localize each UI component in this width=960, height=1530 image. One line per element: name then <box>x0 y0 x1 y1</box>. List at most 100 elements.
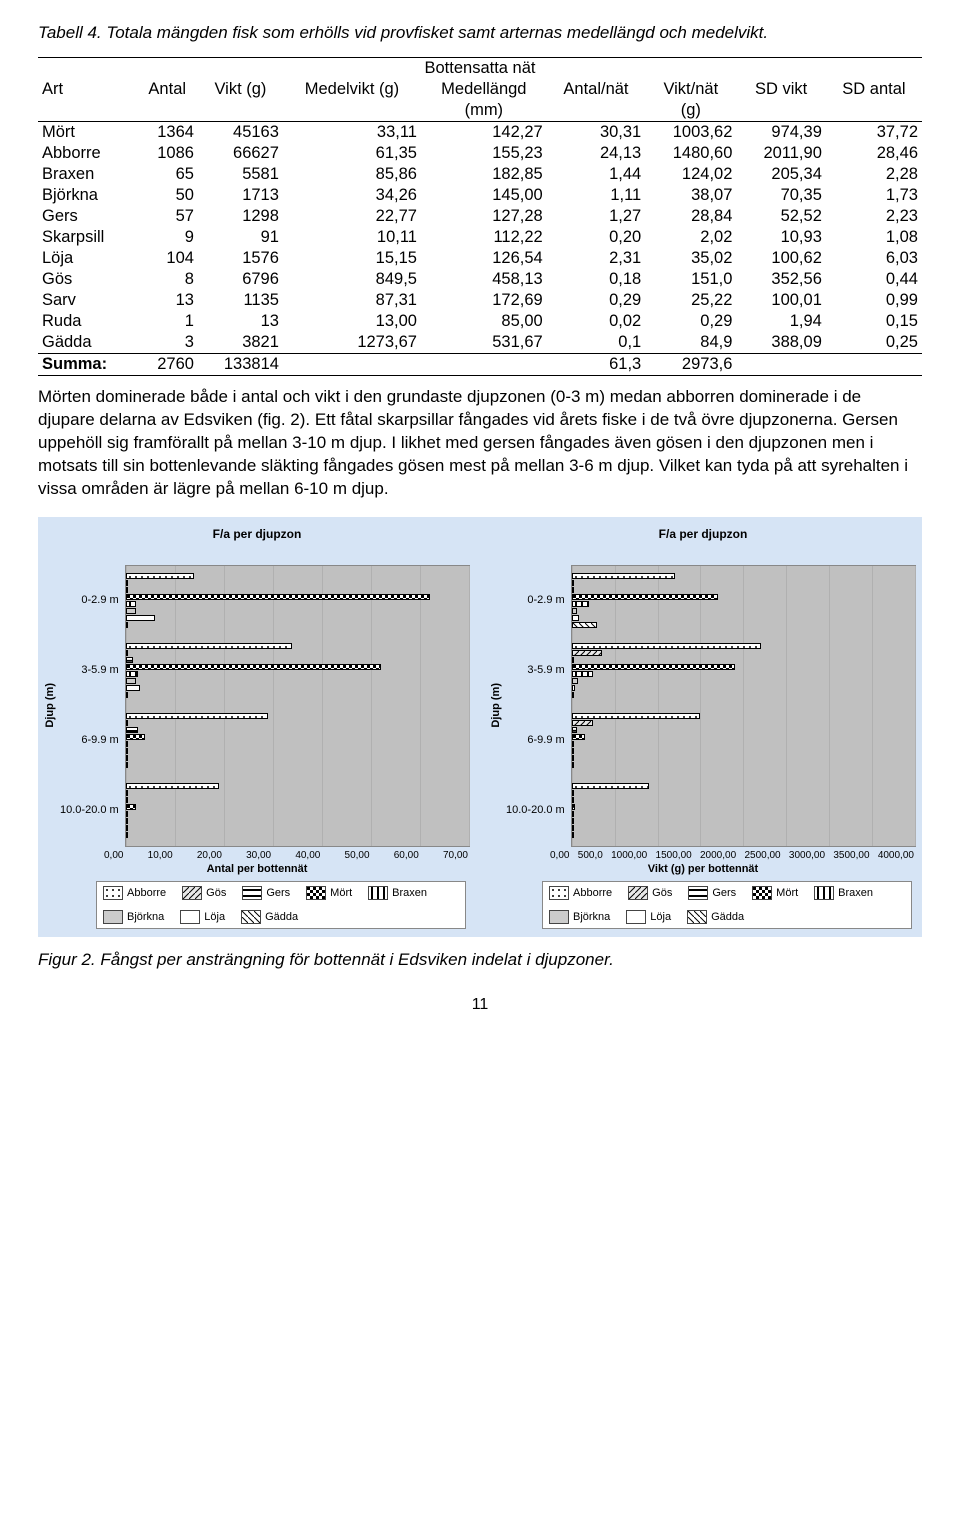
bar-gädda <box>126 832 128 838</box>
legend-label: Gers <box>712 887 736 899</box>
table-row: Gädda338211273,67531,670,184,9388,090,25 <box>38 332 922 354</box>
col-header: SD vikt <box>736 79 825 100</box>
col-header: Antal/nät <box>547 79 646 100</box>
table-cell: 151,0 <box>645 269 736 290</box>
x-tick: 60,00 <box>394 850 419 861</box>
table-cell: 25,22 <box>645 290 736 311</box>
table-cell: 6796 <box>198 269 283 290</box>
table-row: Gers57129822,77127,281,2728,8452,522,23 <box>38 206 922 227</box>
legend-label: Gös <box>206 887 226 899</box>
bar-löja <box>126 755 128 761</box>
chart-left: F/a per djupzonDjup (m)0-2.9 m3-5.9 m6-9… <box>38 517 476 937</box>
bar-gers <box>572 727 577 733</box>
zone-label: 6-9.9 m <box>60 705 119 775</box>
table-cell: 100,01 <box>736 290 825 311</box>
sum-cell: 2760 <box>137 353 198 375</box>
table-cell: 1003,62 <box>645 121 736 143</box>
bar-mört <box>572 804 575 810</box>
charts-container: F/a per djupzonDjup (m)0-2.9 m3-5.9 m6-9… <box>38 517 922 937</box>
bar-braxen <box>572 811 574 817</box>
zone-label: 3-5.9 m <box>60 635 119 705</box>
bar-björkna <box>572 748 574 754</box>
legend-label: Gädda <box>711 911 744 923</box>
col-header: SD antal <box>826 79 922 100</box>
table-cell: 1364 <box>137 121 198 143</box>
bar-löja <box>126 825 128 831</box>
bar-mört <box>572 734 585 740</box>
col-subheader <box>283 100 421 122</box>
col-subheader: (g) <box>645 100 736 122</box>
bar-gös <box>126 650 128 656</box>
bar-gädda <box>126 692 128 698</box>
table-cell: 1298 <box>198 206 283 227</box>
zone-label: 10.0-20.0 m <box>506 775 565 845</box>
bar-gädda <box>572 692 574 698</box>
table-cell: 0,44 <box>826 269 922 290</box>
table-cell: 66627 <box>198 143 283 164</box>
table-cell: 37,72 <box>826 121 922 143</box>
legend-item: Mört <box>752 886 798 900</box>
table-cell: 2,02 <box>645 227 736 248</box>
bar-abborre <box>572 713 701 719</box>
col-header: Vikt (g) <box>198 79 283 100</box>
bar-braxen <box>126 671 138 677</box>
table-cell: 124,02 <box>645 164 736 185</box>
bar-löja <box>126 685 141 691</box>
table-row: Braxen65558185,86182,851,44124,02205,342… <box>38 164 922 185</box>
x-tick: 2500,00 <box>744 850 780 861</box>
table-cell: 87,31 <box>283 290 421 311</box>
legend-label: Mört <box>330 887 352 899</box>
table-cell: 0,20 <box>547 227 646 248</box>
table-section: Bottensatta nät <box>38 57 922 79</box>
table-cell: 182,85 <box>421 164 547 185</box>
x-tick: 40,00 <box>295 850 320 861</box>
table-cell: Abborre <box>38 143 137 164</box>
legend-label: Abborre <box>127 887 166 899</box>
swatch-icon <box>628 886 648 900</box>
bar-gers <box>126 657 133 663</box>
table-cell: 100,62 <box>736 248 825 269</box>
table-cell: 13 <box>137 290 198 311</box>
table-cell: Sarv <box>38 290 137 311</box>
table-cell: 22,77 <box>283 206 421 227</box>
legend-label: Gös <box>652 887 672 899</box>
legend-item: Gös <box>182 886 226 900</box>
bar-gös <box>572 790 574 796</box>
bar-gädda <box>572 762 574 768</box>
table-row: Gös86796849,5458,130,18151,0352,560,44 <box>38 269 922 290</box>
bar-mört <box>126 734 146 740</box>
bar-björkna <box>572 818 574 824</box>
table-cell: 126,54 <box>421 248 547 269</box>
table-cell: 5581 <box>198 164 283 185</box>
table-cell: 352,56 <box>736 269 825 290</box>
bar-björkna <box>126 678 136 684</box>
bar-mört <box>572 594 718 600</box>
legend-label: Abborre <box>573 887 612 899</box>
bar-abborre <box>126 643 293 649</box>
table-cell: 6,03 <box>826 248 922 269</box>
table-cell: 205,34 <box>736 164 825 185</box>
legend-label: Braxen <box>838 887 873 899</box>
bar-gädda <box>572 622 598 628</box>
table-cell: 38,07 <box>645 185 736 206</box>
sum-cell: 2973,6 <box>645 353 736 375</box>
table-cell: Mört <box>38 121 137 143</box>
table-cell: 974,39 <box>736 121 825 143</box>
col-subheader <box>38 100 137 122</box>
col-header: Art <box>38 79 137 100</box>
zone-label: 10.0-20.0 m <box>60 775 119 845</box>
table-row: Löja104157615,15126,542,3135,02100,626,0… <box>38 248 922 269</box>
bar-björkna <box>572 678 578 684</box>
table-cell: 84,9 <box>645 332 736 354</box>
table-cell: 1576 <box>198 248 283 269</box>
swatch-icon <box>368 886 388 900</box>
legend-item: Gers <box>242 886 290 900</box>
table-cell: 2,31 <box>547 248 646 269</box>
table-row: Mört13644516333,11142,2730,311003,62974,… <box>38 121 922 143</box>
table-cell: 155,23 <box>421 143 547 164</box>
bar-braxen <box>126 741 128 747</box>
table-cell: 57 <box>137 206 198 227</box>
bar-björkna <box>126 608 136 614</box>
table-cell: Ruda <box>38 311 137 332</box>
table-cell: 531,67 <box>421 332 547 354</box>
